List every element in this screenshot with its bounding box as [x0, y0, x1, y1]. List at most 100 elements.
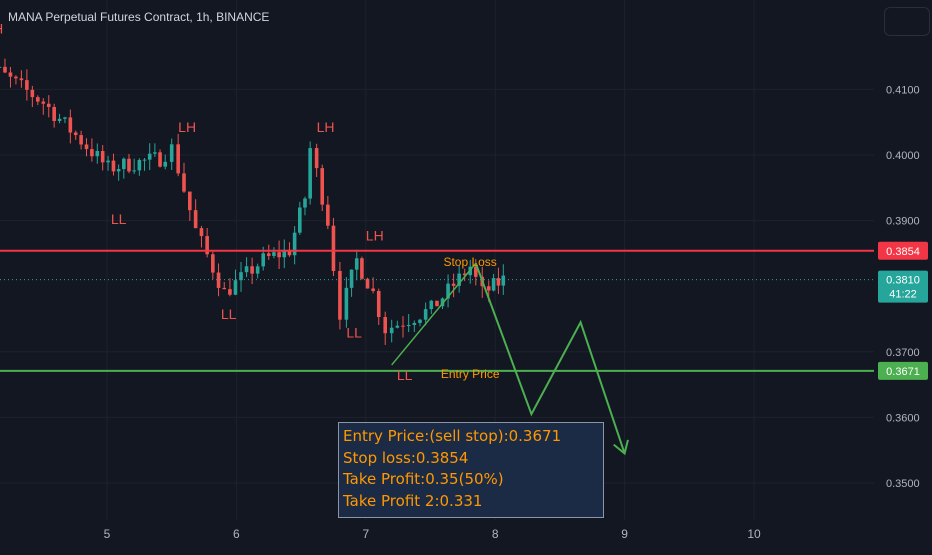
candle-body — [30, 89, 35, 98]
candle-body — [25, 80, 29, 90]
candle-body — [412, 322, 417, 325]
candle-body — [63, 117, 67, 119]
y-tick-label: 0.3900 — [886, 216, 920, 228]
candle-body — [354, 258, 359, 270]
candle-body — [338, 271, 342, 320]
candle-body — [473, 266, 478, 277]
candle-body — [46, 103, 51, 108]
candle-body — [68, 117, 73, 133]
candle-body — [349, 269, 354, 288]
price-tag-stop-value: 0.3854 — [886, 246, 920, 258]
candle-body — [122, 158, 126, 170]
candle-body — [147, 153, 152, 160]
candle-body — [486, 286, 491, 291]
annotation-stop-loss: Stop Loss — [443, 255, 496, 269]
candle-body — [320, 168, 325, 205]
candle-body — [344, 287, 349, 320]
annotation-lh: LH — [178, 119, 196, 135]
annotation-ll: LL — [111, 211, 127, 227]
chart-control-button[interactable] — [884, 7, 930, 36]
candle-body — [376, 290, 381, 318]
candle-body — [41, 101, 46, 104]
info-line-entry: Entry Price:(sell stop):0.3671 — [343, 427, 562, 445]
candle-body — [14, 76, 18, 79]
candle-body — [501, 275, 506, 286]
candle-body — [3, 66, 7, 73]
candle-body — [106, 160, 110, 163]
candle-body — [303, 198, 307, 208]
candle-body — [205, 236, 209, 255]
candle-body — [228, 289, 232, 295]
candle-body — [193, 210, 198, 229]
x-tick-label: 10 — [747, 527, 761, 541]
candle-body — [79, 135, 83, 145]
candle-body — [435, 300, 439, 307]
info-line-tp1: Take Profit:0.35(50%) — [343, 470, 504, 488]
candle-body — [244, 266, 249, 273]
candle-body — [261, 253, 266, 267]
candle-body — [462, 273, 467, 276]
candle-body — [211, 254, 215, 273]
y-tick-label: 0.3500 — [886, 478, 920, 490]
candle-body — [287, 249, 292, 256]
candle-body — [395, 325, 400, 328]
candle-body — [282, 249, 287, 258]
candle-body — [272, 252, 276, 256]
candle-body — [314, 148, 319, 169]
x-tick-label: 8 — [492, 527, 499, 541]
candle-body — [52, 107, 56, 121]
annotation-lh: LH — [366, 227, 384, 243]
annotation-entry-price: Entry Price — [441, 367, 500, 381]
candle-body — [84, 144, 89, 150]
candle-body — [132, 170, 136, 172]
candle-body — [491, 278, 496, 291]
price-tag-entry-value: 0.3671 — [886, 366, 920, 378]
candle-body — [163, 161, 168, 167]
candle-body — [137, 159, 142, 171]
candle-body — [142, 159, 147, 161]
y-tick-label: 0.4100 — [886, 84, 920, 96]
candle-body — [371, 288, 375, 291]
candle-body — [423, 309, 428, 320]
candle-body — [298, 207, 302, 233]
candle-body — [239, 272, 243, 281]
annotation-ll: LL — [221, 306, 237, 322]
candle-body — [429, 300, 434, 310]
candle-body — [383, 317, 388, 334]
annotation-lh: LH — [0, 21, 3, 37]
candle-body — [451, 283, 456, 286]
trade-info-box: Entry Price:(sell stop):0.3671 Stop loss… — [338, 422, 604, 518]
x-tick-label: 6 — [233, 527, 240, 541]
candle-body — [233, 280, 238, 295]
chart-title: MANA Perpetual Futures Contract, 1h, BIN… — [8, 10, 270, 24]
price-tag-last[interactable] — [878, 270, 928, 303]
annotation-lh: LH — [317, 119, 335, 135]
candle-body — [90, 149, 94, 157]
projection-path — [474, 262, 626, 454]
candle-body — [446, 283, 450, 299]
candle-body — [401, 325, 405, 327]
price-tag-stop[interactable] — [878, 241, 928, 260]
candle-body — [116, 169, 121, 172]
annotation-ll: LL — [346, 324, 362, 340]
y-tick-label: 0.3600 — [886, 412, 920, 424]
x-tick-label: 5 — [104, 527, 111, 541]
price-tag-countdown: 41:22 — [889, 289, 917, 301]
candle-body — [95, 150, 100, 157]
candle-body — [8, 72, 13, 77]
candle-body — [153, 152, 157, 154]
candle-body — [73, 132, 78, 136]
candle-body — [406, 324, 411, 327]
price-tag-entry[interactable] — [878, 361, 928, 380]
candle-body — [457, 273, 461, 286]
candle-body — [169, 144, 174, 162]
candle-body — [199, 228, 204, 237]
candle-body — [100, 150, 105, 163]
candle-body — [326, 204, 330, 226]
candle-body — [418, 319, 422, 323]
info-line-stop: Stop loss:0.3854 — [343, 448, 469, 467]
projection-arrow-head — [613, 439, 629, 456]
candle-body — [292, 232, 297, 256]
